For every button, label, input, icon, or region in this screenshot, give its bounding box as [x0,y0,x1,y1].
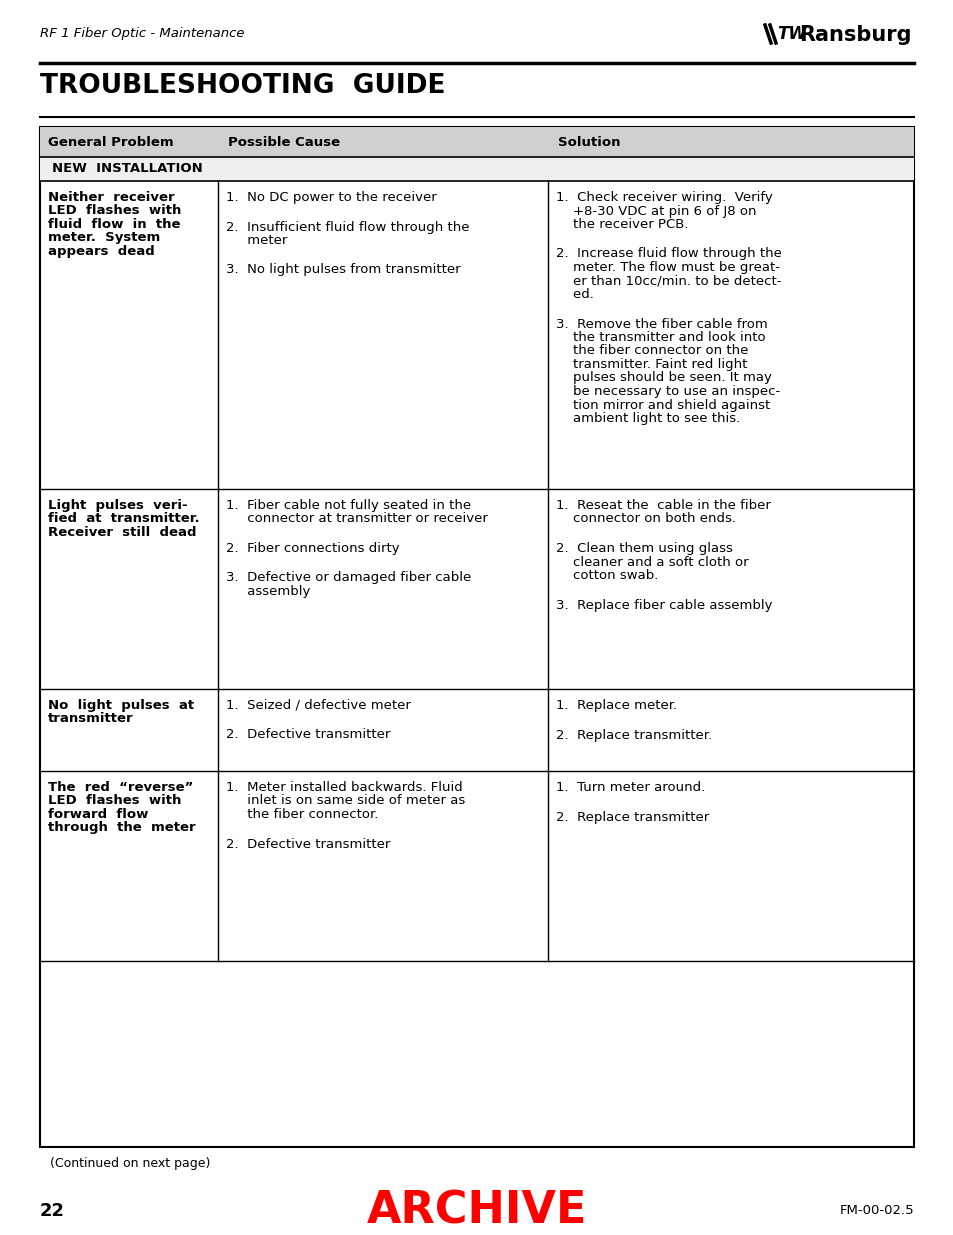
Text: General Problem: General Problem [48,136,173,148]
Text: through  the  meter: through the meter [48,821,195,835]
Text: er than 10cc/min. to be detect-: er than 10cc/min. to be detect- [556,274,781,288]
Text: forward  flow: forward flow [48,808,149,821]
Text: appears  dead: appears dead [48,245,154,258]
Text: meter: meter [226,233,287,247]
Text: pulses should be seen. It may: pulses should be seen. It may [556,372,771,384]
Text: 2.  Defective transmitter: 2. Defective transmitter [226,729,390,741]
Text: 3.  Defective or damaged fiber cable: 3. Defective or damaged fiber cable [226,572,471,584]
Text: 2.  Replace transmitter: 2. Replace transmitter [556,810,708,824]
Text: Receiver  still  dead: Receiver still dead [48,526,196,538]
Text: ed.: ed. [556,288,594,301]
Text: 3.  Replace fiber cable assembly: 3. Replace fiber cable assembly [556,599,772,611]
Text: 1.  Check receiver wiring.  Verify: 1. Check receiver wiring. Verify [556,191,772,204]
Text: 2.  Clean them using glass: 2. Clean them using glass [556,542,732,555]
Bar [40,127,913,157]
Text: assembly: assembly [226,585,310,598]
Text: +8-30 VDC at pin 6 of J8 on: +8-30 VDC at pin 6 of J8 on [556,205,756,217]
Text: 1.  Seized / defective meter: 1. Seized / defective meter [226,699,411,713]
Text: fluid  flow  in  the: fluid flow in the [48,219,180,231]
Text: 3.  Remove the fiber cable from: 3. Remove the fiber cable from [556,317,767,331]
Text: transmitter: transmitter [48,713,133,725]
Text: the fiber connector.: the fiber connector. [226,808,378,821]
Text: the fiber connector on the: the fiber connector on the [556,345,747,357]
Text: TROUBLESHOOTING  GUIDE: TROUBLESHOOTING GUIDE [40,73,445,99]
Text: RF 1 Fiber Optic - Maintenance: RF 1 Fiber Optic - Maintenance [40,27,244,40]
Text: Ransburg: Ransburg [799,25,910,44]
Bar [40,157,913,182]
Text: meter.  System: meter. System [48,231,160,245]
Text: ARCHIVE: ARCHIVE [366,1189,587,1233]
Text: 1.  Meter installed backwards. Fluid: 1. Meter installed backwards. Fluid [226,781,462,794]
Text: 2.  Defective transmitter: 2. Defective transmitter [226,837,390,851]
Text: 1.  No DC power to the receiver: 1. No DC power to the receiver [226,191,436,204]
Text: TW: TW [776,25,806,43]
Bar [40,127,913,1147]
Text: FM-00-02.5: FM-00-02.5 [839,1204,913,1218]
Text: LED  flashes  with: LED flashes with [48,794,181,808]
Text: 2.  Replace transmitter.: 2. Replace transmitter. [556,729,711,741]
Text: LED  flashes  with: LED flashes with [48,205,181,217]
Text: transmitter. Faint red light: transmitter. Faint red light [556,358,746,370]
Text: 1.  Fiber cable not fully seated in the: 1. Fiber cable not fully seated in the [226,499,471,513]
Text: cotton swab.: cotton swab. [556,569,658,582]
Text: tion mirror and shield against: tion mirror and shield against [556,399,769,411]
Text: fied  at  transmitter.: fied at transmitter. [48,513,199,526]
Text: 2.  Fiber connections dirty: 2. Fiber connections dirty [226,542,399,555]
Text: the receiver PCB.: the receiver PCB. [556,219,688,231]
Text: inlet is on same side of meter as: inlet is on same side of meter as [226,794,465,808]
Text: (Continued on next page): (Continued on next page) [50,1157,211,1170]
Text: 3.  No light pulses from transmitter: 3. No light pulses from transmitter [226,263,460,277]
Text: 1.  Replace meter.: 1. Replace meter. [556,699,677,713]
Text: Possible Cause: Possible Cause [228,136,340,148]
Text: Solution: Solution [558,136,619,148]
Text: be necessary to use an inspec-: be necessary to use an inspec- [556,385,780,398]
Text: connector at transmitter or receiver: connector at transmitter or receiver [226,513,487,526]
Text: 22: 22 [40,1202,65,1220]
Text: No  light  pulses  at: No light pulses at [48,699,193,713]
Text: meter. The flow must be great-: meter. The flow must be great- [556,261,780,274]
Text: cleaner and a soft cloth or: cleaner and a soft cloth or [556,556,748,568]
Text: Neither  receiver: Neither receiver [48,191,174,204]
Text: 1.  Reseat the  cable in the fiber: 1. Reseat the cable in the fiber [556,499,770,513]
Text: NEW  INSTALLATION: NEW INSTALLATION [52,163,203,175]
Text: The  red  “reverse”: The red “reverse” [48,781,193,794]
Text: 2.  Increase fluid flow through the: 2. Increase fluid flow through the [556,247,781,261]
Text: 2.  Insufficient fluid flow through the: 2. Insufficient fluid flow through the [226,221,469,233]
Text: the transmitter and look into: the transmitter and look into [556,331,765,345]
Text: ambient light to see this.: ambient light to see this. [556,412,740,425]
Text: connector on both ends.: connector on both ends. [556,513,735,526]
Text: Light  pulses  veri-: Light pulses veri- [48,499,188,513]
Text: 1.  Turn meter around.: 1. Turn meter around. [556,781,704,794]
